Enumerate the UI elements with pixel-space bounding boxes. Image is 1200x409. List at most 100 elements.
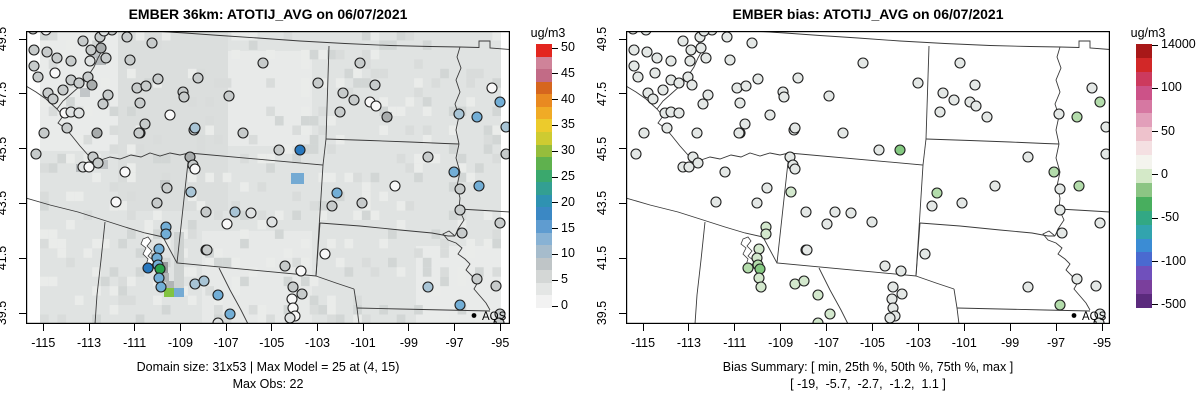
state-border bbox=[26, 197, 164, 238]
station-dot bbox=[919, 248, 931, 260]
y-axis-tick-label: 43.5 bbox=[595, 191, 609, 216]
model-raster-cell bbox=[318, 49, 328, 60]
domain-margin-east bbox=[501, 31, 510, 324]
model-raster-cell bbox=[440, 314, 449, 324]
model-raster-cell bbox=[466, 172, 475, 183]
model-raster-cell bbox=[240, 182, 249, 192]
model-raster-cell bbox=[135, 314, 145, 324]
model-raster-cell bbox=[127, 210, 136, 220]
y-axis-tick bbox=[619, 93, 626, 95]
model-raster-cell bbox=[483, 238, 493, 249]
colorbar-tick bbox=[1152, 87, 1158, 89]
bias-map-plot: AQS bbox=[626, 31, 1110, 324]
station-dot bbox=[95, 42, 107, 54]
model-raster-cell bbox=[127, 295, 136, 306]
y-axis-tick-label: 39.5 bbox=[0, 300, 9, 326]
station-dot bbox=[456, 227, 468, 239]
model-raster-cell bbox=[440, 276, 449, 287]
model-raster-cell bbox=[161, 305, 171, 315]
model-raster-cell bbox=[266, 314, 275, 324]
station-dot bbox=[829, 206, 841, 218]
state-border bbox=[218, 267, 249, 324]
station-dot bbox=[28, 44, 40, 56]
station-dot bbox=[785, 186, 797, 198]
station-dot bbox=[685, 44, 697, 56]
colorbar-band bbox=[536, 219, 552, 233]
model-raster-cell bbox=[292, 125, 301, 135]
colorbar-band bbox=[1136, 210, 1152, 225]
model-raster-cell bbox=[83, 134, 93, 145]
model-raster-cell bbox=[240, 229, 249, 239]
station-dot bbox=[931, 187, 943, 199]
station-dot bbox=[192, 72, 204, 84]
model-raster-cell bbox=[187, 229, 197, 239]
great-salt-lake bbox=[140, 236, 155, 268]
right-caption-line2: [ -19, -5.7, -2.7, -1.2, 1.1 ] bbox=[790, 377, 946, 391]
model-raster-cell bbox=[40, 201, 49, 211]
model-raster-cell bbox=[301, 125, 310, 135]
colorbar-tick-label: 25 bbox=[561, 169, 575, 183]
station-dot bbox=[894, 144, 906, 156]
plot-frame bbox=[626, 31, 1110, 324]
model-raster-cell bbox=[448, 144, 458, 154]
model-raster-cell bbox=[318, 106, 328, 117]
model-raster-cell bbox=[440, 68, 449, 79]
colorbar-band bbox=[536, 282, 552, 296]
model-raster-cell bbox=[318, 305, 328, 315]
station-dot bbox=[245, 207, 257, 219]
x-axis-tick bbox=[1055, 324, 1057, 331]
model-raster-cell bbox=[214, 210, 223, 220]
state-border bbox=[956, 307, 1091, 312]
station-dot bbox=[887, 281, 899, 293]
model-raster-cell bbox=[127, 68, 136, 79]
station-dot bbox=[1022, 281, 1034, 293]
model-raster-cell bbox=[492, 31, 502, 41]
model-raster-cell bbox=[196, 134, 206, 145]
model-raster-cell bbox=[231, 31, 241, 41]
model-raster-cell bbox=[475, 68, 484, 79]
colorbar-tick-label: 20 bbox=[561, 194, 575, 209]
station-dot bbox=[369, 79, 381, 91]
station-dot bbox=[178, 91, 190, 103]
model-raster-cell bbox=[457, 220, 467, 230]
station-dot bbox=[471, 111, 483, 123]
domain-margin-west bbox=[26, 31, 40, 324]
colorbar-band bbox=[536, 244, 552, 258]
station-dot bbox=[160, 228, 172, 240]
model-raster-cell bbox=[344, 68, 354, 79]
colorbar-tick bbox=[552, 150, 558, 152]
state-border bbox=[818, 267, 849, 324]
station-dot bbox=[948, 94, 960, 106]
station-dot bbox=[151, 197, 163, 209]
station-dot bbox=[348, 94, 360, 106]
model-raster-cell bbox=[248, 267, 258, 277]
model-raster-cell bbox=[92, 314, 101, 324]
model-map-svg: AQS bbox=[26, 31, 510, 324]
model-feature-cell bbox=[291, 173, 304, 184]
station-dot bbox=[331, 187, 343, 199]
station-dot bbox=[471, 273, 483, 285]
model-raster-cell bbox=[361, 210, 371, 220]
model-raster-cell bbox=[257, 153, 267, 164]
station-dot bbox=[721, 31, 733, 43]
model-raster-cell bbox=[353, 68, 362, 79]
model-raster-cell bbox=[66, 97, 75, 107]
model-raster-cell bbox=[74, 134, 84, 145]
station-dot bbox=[800, 206, 812, 218]
station-dot bbox=[754, 263, 766, 275]
colorbar-tick-label: 10 bbox=[561, 246, 575, 261]
model-raster-cell bbox=[135, 248, 145, 258]
model-raster-cell bbox=[301, 59, 310, 69]
model-raster-cell bbox=[214, 305, 223, 315]
model-raster-cell bbox=[231, 257, 241, 268]
model-raster-cell bbox=[257, 182, 267, 192]
model-raster-cell bbox=[327, 172, 336, 183]
station-dot bbox=[51, 52, 63, 64]
station-dot bbox=[677, 35, 689, 47]
model-raster-cell bbox=[309, 116, 319, 126]
model-raster-cell bbox=[301, 106, 310, 117]
model-feature-cell bbox=[174, 232, 184, 288]
station-dot bbox=[879, 260, 891, 272]
colorbar-tick-label: 30 bbox=[561, 143, 575, 158]
colorbar-band bbox=[536, 68, 552, 82]
